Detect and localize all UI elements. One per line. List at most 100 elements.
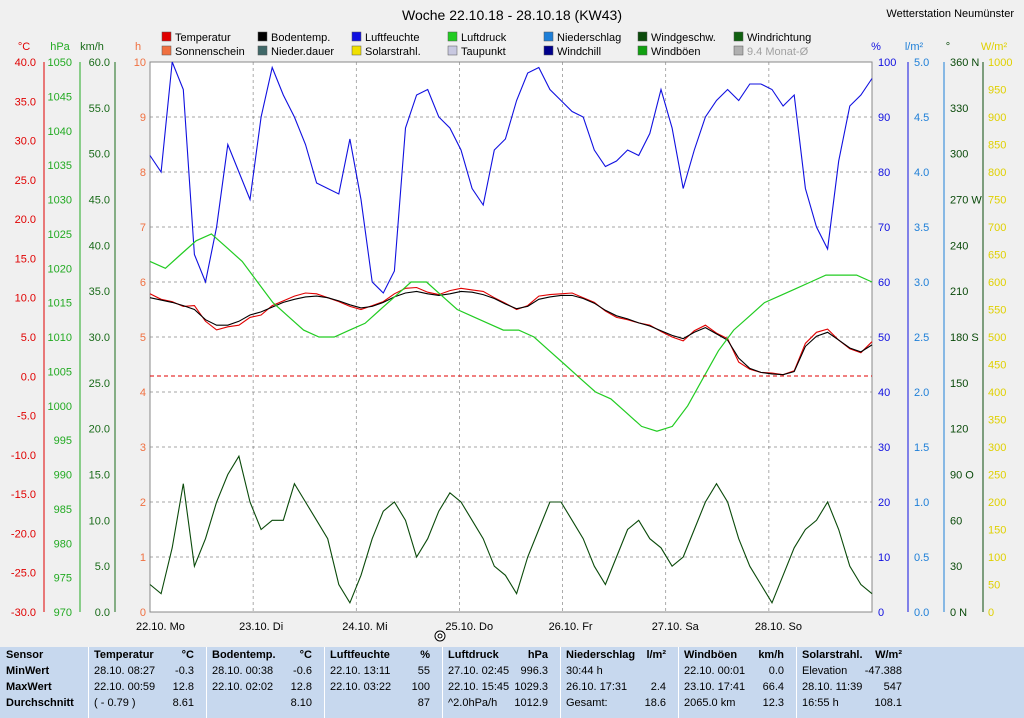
stats-value: 547: [883, 681, 902, 693]
stats-label: 22.10. 00:01: [684, 665, 746, 677]
y-tick-label: -25.0: [11, 568, 36, 580]
y-tick-label: 350: [988, 415, 1006, 427]
stats-title: Sensor: [6, 649, 44, 661]
stats-unit: km/h: [758, 649, 784, 661]
stats-value: 1029.3: [514, 681, 548, 693]
y-tick-label: 5: [140, 332, 146, 344]
stats-row: 22.10. 15:45 1029.3: [448, 679, 552, 695]
y-tick-label: 1040: [48, 126, 72, 138]
y-tick-label: 400: [988, 387, 1006, 399]
y-tick-label: 10.0: [15, 293, 36, 305]
y-tick-label: 9: [140, 112, 146, 124]
stats-label: 27.10. 02:45: [448, 665, 510, 677]
stats-column: Luftfeuchte% 22.10. 13:11 55 22.10. 03:22 10…: [330, 647, 434, 718]
legend-swatch: [733, 45, 744, 56]
stats-label: Elevation: [802, 665, 848, 677]
nav-circle-icon[interactable]: [434, 630, 446, 642]
stats-separator: [206, 647, 207, 718]
y-tick-label: 0: [140, 607, 146, 619]
stats-column: Luftdruck hPa 27.10. 02:45 996.3 22.10. 15:4…: [448, 647, 552, 718]
y-tick-label: 60: [950, 515, 962, 527]
y-tick-label: 40.0: [89, 240, 110, 252]
stats-value: 0.0: [768, 665, 784, 677]
stats-row: ^2.0hPa/h 1012.9: [448, 695, 552, 711]
y-tick-label: 1045: [48, 91, 72, 103]
stats-value: 12.8: [290, 681, 312, 693]
y-tick-label: 80: [878, 167, 890, 179]
y-tick-label: 120: [950, 424, 968, 436]
stats-title: Windböen: [684, 649, 738, 661]
stats-label: ^2.0hPa/h: [448, 697, 498, 709]
stats-label: 30:44 h: [566, 665, 603, 677]
y-tick-label: 2.5: [914, 332, 929, 344]
axis-unit-label: %: [871, 41, 881, 53]
y-tick-label: 4.0: [914, 167, 929, 179]
stats-value: 8.10: [290, 697, 312, 709]
y-tick-label: 0.0: [914, 607, 929, 619]
y-tick-label: -10.0: [11, 450, 36, 462]
legend-swatch: [447, 45, 458, 56]
stats-value: 55: [417, 665, 430, 677]
y-tick-label: 0: [988, 607, 994, 619]
y-tick-label: 500: [988, 332, 1006, 344]
stats-title: Solarstrahl.: [802, 649, 863, 661]
y-tick-label: 60.0: [89, 57, 110, 69]
legend-swatch: [637, 31, 648, 42]
stats-row: 26.10. 17:31 2.4: [566, 679, 670, 695]
stats-column: Temperatur °C 28.10. 08:27 -0.3 22.10. 00:59…: [94, 647, 198, 718]
y-tick-label: 100: [878, 57, 896, 69]
y-tick-label: 600: [988, 277, 1006, 289]
station-name: Wetterstation Neumünster: [886, 8, 1014, 20]
y-tick-label: 1030: [48, 195, 72, 207]
y-tick-label: 5.0: [95, 561, 110, 573]
stats-row: 87: [330, 695, 434, 711]
stats-header: Solarstrahl. W/m²: [802, 647, 906, 663]
stats-label: 28.10. 11:39: [802, 681, 863, 693]
x-tick-label: 28.10. So: [755, 621, 802, 633]
axis-unit-label: °: [946, 41, 950, 53]
y-tick-label: 1015: [48, 298, 72, 310]
stats-label: ( - 0.79 ): [94, 697, 136, 709]
stats-label: 22.10. 00:59: [94, 681, 156, 693]
stats-value: 12.8: [172, 681, 194, 693]
stats-label: Gesamt:: [566, 697, 608, 709]
stats-value: 1012.9: [514, 697, 548, 709]
y-tick-label: 40: [878, 387, 890, 399]
y-tick-label: 360 N: [950, 57, 979, 69]
y-tick-label: 50: [878, 332, 890, 344]
y-tick-label: 150: [950, 378, 968, 390]
y-tick-label: 45.0: [89, 195, 110, 207]
y-tick-label: 30.0: [89, 332, 110, 344]
y-tick-label: 2.0: [914, 387, 929, 399]
legend-swatch: [543, 45, 554, 56]
y-tick-label: -15.0: [11, 489, 36, 501]
y-tick-label: -5.0: [17, 411, 36, 423]
stats-title: Bodentemp.: [212, 649, 276, 661]
stats-unit: °C: [181, 649, 194, 661]
stats-row: 22.10. 13:11 55: [330, 663, 434, 679]
stats-header: Niederschlag l/m²: [566, 647, 670, 663]
y-tick-label: 180 S: [950, 332, 979, 344]
legend-label: Windböen: [651, 46, 701, 58]
stats-title: Temperatur: [94, 649, 154, 661]
stats-unit: hPa: [527, 649, 548, 661]
y-tick-label: 0.5: [914, 552, 929, 564]
y-tick-label: 70: [878, 222, 890, 234]
stats-row: MinWert: [6, 665, 50, 677]
axis-unit-label: km/h: [80, 41, 104, 53]
stats-label: 2065.0 km: [684, 697, 736, 709]
y-tick-label: 1020: [48, 263, 72, 275]
y-tick-label: 1050: [48, 57, 72, 69]
y-tick-label: 15.0: [15, 253, 36, 265]
y-tick-label: -20.0: [11, 528, 36, 540]
y-tick-label: 25.0: [89, 378, 110, 390]
y-tick-label: 15.0: [89, 470, 110, 482]
stats-header: Luftdruck hPa: [448, 647, 552, 663]
legend-label: Niederschlag: [557, 32, 621, 44]
stats-header: Bodentemp. °C: [212, 647, 316, 663]
stats-separator: [796, 647, 797, 718]
legend-label: Nieder.dauer: [271, 46, 334, 58]
y-tick-label: 1035: [48, 160, 72, 172]
y-tick-label: 5.0: [914, 57, 929, 69]
y-tick-label: 10.0: [89, 515, 110, 527]
